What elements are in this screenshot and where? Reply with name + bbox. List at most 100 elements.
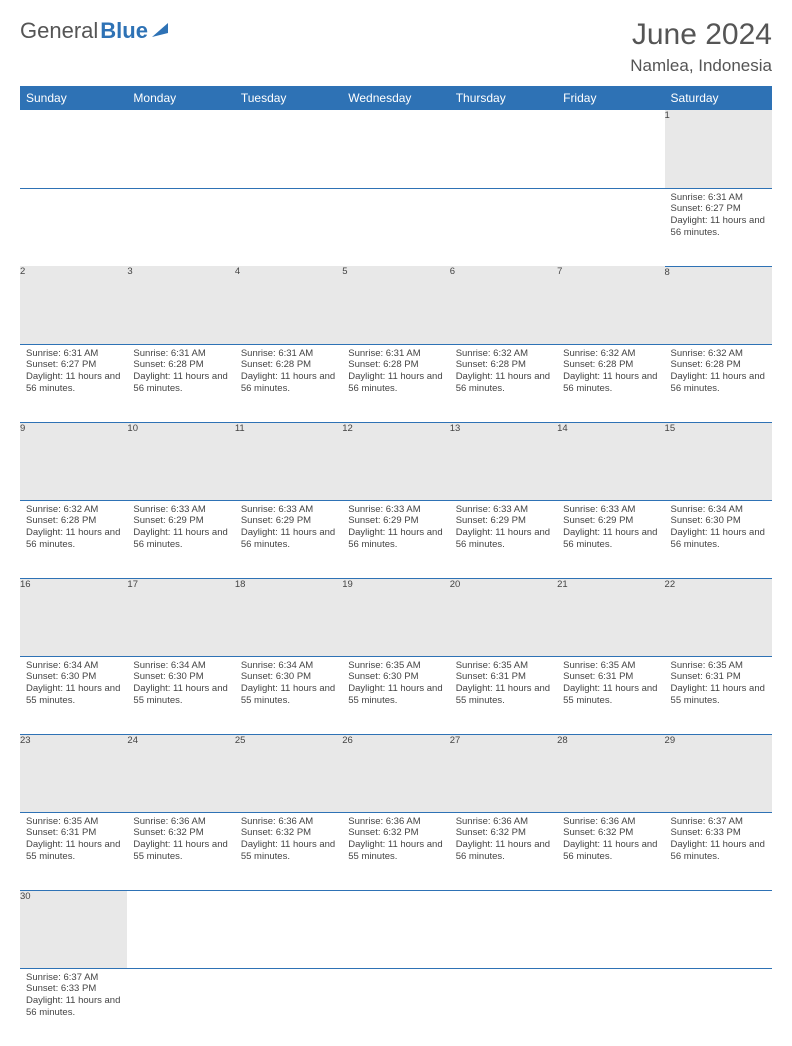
sunset-line: Sunset: 6:32 PM — [241, 827, 336, 839]
day-number-cell: 16 — [20, 578, 127, 656]
day-number-cell: 2 — [20, 266, 127, 344]
sunset-line: Sunset: 6:30 PM — [133, 671, 228, 683]
day-body: Sunrise: 6:31 AMSunset: 6:27 PMDaylight:… — [20, 345, 127, 400]
day-detail-cell: Sunrise: 6:32 AMSunset: 6:28 PMDaylight:… — [557, 344, 664, 422]
day-body: Sunrise: 6:32 AMSunset: 6:28 PMDaylight:… — [665, 345, 772, 400]
day-number-cell — [557, 110, 664, 188]
sunrise-line: Sunrise: 6:36 AM — [456, 816, 551, 828]
sunrise-line: Sunrise: 6:31 AM — [241, 348, 336, 360]
day-header: Saturday — [665, 86, 772, 110]
sunrise-line: Sunrise: 6:36 AM — [241, 816, 336, 828]
daylight-line: Daylight: 11 hours and 56 minutes. — [456, 371, 551, 395]
day-detail-cell: Sunrise: 6:33 AMSunset: 6:29 PMDaylight:… — [557, 500, 664, 578]
day-detail-row: Sunrise: 6:31 AMSunset: 6:27 PMDaylight:… — [20, 344, 772, 422]
day-detail-cell: Sunrise: 6:35 AMSunset: 6:31 PMDaylight:… — [557, 656, 664, 734]
day-number-cell — [450, 110, 557, 188]
day-body: Sunrise: 6:32 AMSunset: 6:28 PMDaylight:… — [450, 345, 557, 400]
sunset-line: Sunset: 6:30 PM — [671, 515, 766, 527]
daylight-line: Daylight: 11 hours and 55 minutes. — [671, 683, 766, 707]
sunset-line: Sunset: 6:28 PM — [563, 359, 658, 371]
day-body: Sunrise: 6:33 AMSunset: 6:29 PMDaylight:… — [342, 501, 449, 556]
day-body: Sunrise: 6:36 AMSunset: 6:32 PMDaylight:… — [557, 813, 664, 868]
day-body: Sunrise: 6:33 AMSunset: 6:29 PMDaylight:… — [127, 501, 234, 556]
day-number-cell: 11 — [235, 422, 342, 500]
sunset-line: Sunset: 6:29 PM — [456, 515, 551, 527]
daylight-line: Daylight: 11 hours and 56 minutes. — [671, 215, 766, 239]
day-header: Tuesday — [235, 86, 342, 110]
day-number-cell: 24 — [127, 734, 234, 812]
day-number-cell: 7 — [557, 266, 664, 344]
sunrise-line: Sunrise: 6:36 AM — [348, 816, 443, 828]
daylight-line: Daylight: 11 hours and 56 minutes. — [348, 527, 443, 551]
brand-part2: Blue — [100, 18, 148, 44]
day-body: Sunrise: 6:33 AMSunset: 6:29 PMDaylight:… — [235, 501, 342, 556]
daylight-line: Daylight: 11 hours and 55 minutes. — [133, 683, 228, 707]
location: Namlea, Indonesia — [630, 56, 772, 76]
day-number-cell: 8 — [665, 266, 772, 344]
sunrise-line: Sunrise: 6:34 AM — [241, 660, 336, 672]
daylight-line: Daylight: 11 hours and 56 minutes. — [26, 371, 121, 395]
day-body: Sunrise: 6:34 AMSunset: 6:30 PMDaylight:… — [665, 501, 772, 556]
day-body: Sunrise: 6:31 AMSunset: 6:28 PMDaylight:… — [127, 345, 234, 400]
day-detail-cell: Sunrise: 6:33 AMSunset: 6:29 PMDaylight:… — [127, 500, 234, 578]
day-number-cell: 10 — [127, 422, 234, 500]
day-number-cell: 9 — [20, 422, 127, 500]
sunset-line: Sunset: 6:31 PM — [456, 671, 551, 683]
day-detail-cell: Sunrise: 6:36 AMSunset: 6:32 PMDaylight:… — [557, 812, 664, 890]
day-number-cell: 6 — [450, 266, 557, 344]
day-detail-cell — [342, 968, 449, 1046]
day-number-cell — [127, 890, 234, 968]
day-body: Sunrise: 6:31 AMSunset: 6:28 PMDaylight:… — [342, 345, 449, 400]
day-detail-cell — [557, 188, 664, 266]
day-number-row: 2345678 — [20, 266, 772, 344]
day-detail-cell: Sunrise: 6:37 AMSunset: 6:33 PMDaylight:… — [20, 968, 127, 1046]
daylight-line: Daylight: 11 hours and 56 minutes. — [133, 527, 228, 551]
day-detail-cell — [20, 188, 127, 266]
sunrise-line: Sunrise: 6:33 AM — [241, 504, 336, 516]
sunrise-line: Sunrise: 6:31 AM — [671, 192, 766, 204]
day-detail-cell: Sunrise: 6:33 AMSunset: 6:29 PMDaylight:… — [450, 500, 557, 578]
sunset-line: Sunset: 6:31 PM — [671, 671, 766, 683]
sunset-line: Sunset: 6:32 PM — [133, 827, 228, 839]
sunset-line: Sunset: 6:29 PM — [348, 515, 443, 527]
day-number-cell: 3 — [127, 266, 234, 344]
day-detail-cell — [127, 968, 234, 1046]
day-number-cell: 4 — [235, 266, 342, 344]
sunset-line: Sunset: 6:28 PM — [241, 359, 336, 371]
daylight-line: Daylight: 11 hours and 56 minutes. — [563, 371, 658, 395]
day-number-cell — [342, 890, 449, 968]
sunrise-line: Sunrise: 6:35 AM — [671, 660, 766, 672]
day-number-cell — [20, 110, 127, 188]
day-detail-cell — [450, 968, 557, 1046]
sunset-line: Sunset: 6:28 PM — [348, 359, 443, 371]
day-detail-cell: Sunrise: 6:33 AMSunset: 6:29 PMDaylight:… — [342, 500, 449, 578]
sunrise-line: Sunrise: 6:33 AM — [348, 504, 443, 516]
day-detail-cell: Sunrise: 6:31 AMSunset: 6:27 PMDaylight:… — [665, 188, 772, 266]
daylight-line: Daylight: 11 hours and 56 minutes. — [671, 839, 766, 863]
day-number-cell — [235, 890, 342, 968]
sunset-line: Sunset: 6:28 PM — [133, 359, 228, 371]
day-header: Monday — [127, 86, 234, 110]
day-header: Sunday — [20, 86, 127, 110]
sunrise-line: Sunrise: 6:33 AM — [133, 504, 228, 516]
daylight-line: Daylight: 11 hours and 56 minutes. — [241, 371, 336, 395]
daylight-line: Daylight: 11 hours and 55 minutes. — [456, 683, 551, 707]
day-number-cell: 5 — [342, 266, 449, 344]
sunset-line: Sunset: 6:33 PM — [26, 983, 121, 995]
daylight-line: Daylight: 11 hours and 56 minutes. — [563, 839, 658, 863]
title-block: June 2024 Namlea, Indonesia — [630, 18, 772, 76]
day-detail-row: Sunrise: 6:35 AMSunset: 6:31 PMDaylight:… — [20, 812, 772, 890]
day-detail-cell: Sunrise: 6:32 AMSunset: 6:28 PMDaylight:… — [20, 500, 127, 578]
daylight-line: Daylight: 11 hours and 56 minutes. — [26, 995, 121, 1019]
sunset-line: Sunset: 6:30 PM — [241, 671, 336, 683]
sunrise-line: Sunrise: 6:36 AM — [563, 816, 658, 828]
day-detail-cell: Sunrise: 6:32 AMSunset: 6:28 PMDaylight:… — [665, 344, 772, 422]
sunrise-line: Sunrise: 6:36 AM — [133, 816, 228, 828]
sunset-line: Sunset: 6:32 PM — [456, 827, 551, 839]
sunset-line: Sunset: 6:29 PM — [563, 515, 658, 527]
day-detail-cell — [127, 188, 234, 266]
day-number-cell: 27 — [450, 734, 557, 812]
daylight-line: Daylight: 11 hours and 56 minutes. — [563, 527, 658, 551]
sunset-line: Sunset: 6:32 PM — [563, 827, 658, 839]
day-number-cell — [557, 890, 664, 968]
